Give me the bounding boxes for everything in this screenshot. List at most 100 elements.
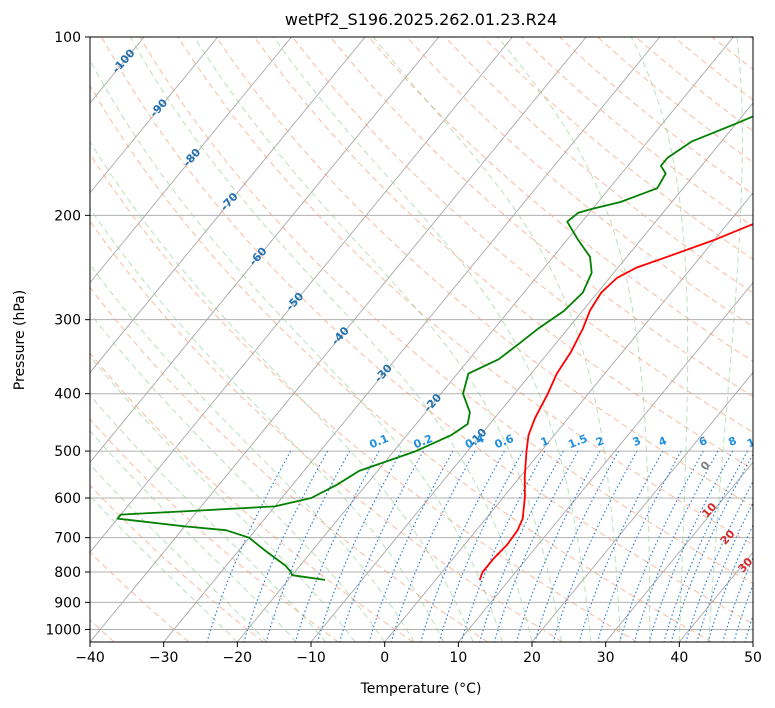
y-tick-label: 600 bbox=[54, 491, 81, 507]
x-tick-label: −10 bbox=[296, 650, 326, 666]
isotherm-line bbox=[0, 37, 70, 642]
mixing-ratio-line bbox=[420, 450, 505, 642]
y-axis: 100 200 300 400 500 600 700 800 900 1000 bbox=[45, 30, 90, 638]
dry-adiabat-line bbox=[90, 418, 339, 642]
plot-frame bbox=[89, 36, 754, 643]
y-tick-label: 1000 bbox=[45, 622, 81, 638]
profile-series bbox=[116, 115, 753, 581]
mixing-ratio-line bbox=[619, 450, 704, 642]
mixing-ratio-line bbox=[670, 453, 753, 642]
isotherm-line bbox=[531, 371, 753, 642]
dry-adiabat-line bbox=[90, 220, 563, 642]
mixing-ratio-line bbox=[633, 450, 719, 642]
moist-adiabat-line bbox=[90, 495, 238, 642]
x-tick-label: 10 bbox=[449, 650, 467, 666]
profile-line-1 bbox=[478, 223, 753, 581]
x-tick-label: −20 bbox=[223, 650, 253, 666]
dry-adiabat-label: -80 bbox=[180, 146, 203, 170]
isotherm-line bbox=[90, 37, 292, 284]
mixing-ratio-label: 1.5 bbox=[566, 432, 589, 451]
dry-adiabat-line bbox=[90, 551, 190, 642]
mixing-ratio-line bbox=[648, 450, 734, 642]
mixing-ratio-line bbox=[696, 501, 753, 642]
isotherm-line bbox=[163, 37, 661, 642]
mixing-ratio-line bbox=[760, 451, 775, 642]
dry-adiabat-line bbox=[330, 37, 753, 398]
dry-adiabat-line bbox=[292, 37, 753, 433]
moist-adiabat-label: 20 bbox=[718, 527, 738, 547]
x-axis: −40 −30 −20 −10 0 10 20 30 40 50 bbox=[75, 642, 762, 666]
plot-area: -100-90-80-70-60-50-40-30-20-100.1 0.2 0.4… bbox=[0, 37, 775, 642]
mixing-ratio-line bbox=[722, 556, 753, 642]
mixing-ratio-line bbox=[265, 450, 351, 642]
mixing-ratio-label: 4 bbox=[657, 434, 669, 449]
moist-adiabat-line bbox=[90, 207, 445, 642]
dry-adiabat-line bbox=[90, 84, 712, 642]
mixing-ratio-label: 2 bbox=[594, 434, 606, 449]
mixing-ratio-line bbox=[578, 450, 664, 642]
mixing-ratio-line bbox=[685, 480, 753, 642]
x-tick-label: −40 bbox=[75, 650, 105, 666]
isotherm-line bbox=[457, 281, 753, 642]
moist-adiabat-line bbox=[630, 37, 689, 642]
isopleth-labels: -100-90-80-70-60-50-40-30-20-100.1 0.2 0.4… bbox=[110, 46, 775, 606]
mixing-ratio-line bbox=[707, 524, 753, 642]
mixing-ratio-line bbox=[663, 450, 748, 642]
moist-adiabat-label: 10 bbox=[699, 500, 719, 520]
y-tick-label: 100 bbox=[54, 30, 81, 46]
x-tick-label: 30 bbox=[597, 650, 615, 666]
dry-adiabat-line bbox=[90, 484, 264, 642]
moist-adiabat-label: 40 bbox=[750, 586, 770, 606]
moist-adiabats bbox=[90, 37, 743, 642]
dry-adiabat-label: -60 bbox=[247, 245, 270, 269]
moist-adiabat-line bbox=[193, 37, 562, 642]
mixing-ratio-line bbox=[339, 450, 424, 642]
mixing-ratio-lines bbox=[206, 450, 775, 642]
dry-adiabats bbox=[90, 37, 753, 642]
isotherm-line bbox=[310, 102, 753, 642]
mixing-ratio-line bbox=[243, 450, 329, 642]
dry-adiabat-line bbox=[215, 37, 753, 507]
mixing-ratio-line bbox=[744, 613, 753, 642]
moist-adiabat-line bbox=[90, 59, 503, 642]
x-tick-label: 50 bbox=[744, 650, 762, 666]
isotherm-line bbox=[90, 37, 513, 553]
isotherm-line bbox=[90, 37, 366, 374]
dry-adiabat-line bbox=[368, 37, 753, 362]
y-tick-label: 400 bbox=[54, 387, 81, 403]
moist-adiabat-line bbox=[273, 37, 592, 642]
y-tick-label: 800 bbox=[54, 565, 81, 581]
mixing-ratio-label: 0.6 bbox=[493, 432, 516, 451]
dry-adiabat-label: -50 bbox=[283, 290, 306, 314]
isotherm-line bbox=[236, 37, 734, 642]
mixing-ratio-line bbox=[460, 450, 546, 642]
isobar-grid bbox=[90, 37, 753, 630]
dry-adiabat-line bbox=[90, 352, 414, 642]
isotherm-line bbox=[90, 37, 440, 464]
mixing-ratio-line bbox=[317, 450, 402, 642]
y-tick-label: 900 bbox=[54, 595, 81, 611]
moist-adiabat-line bbox=[90, 263, 415, 642]
moist-adiabat-line bbox=[708, 37, 743, 642]
mixing-ratio-line bbox=[438, 450, 524, 642]
moist-adiabat-line bbox=[497, 37, 651, 642]
isotherm-line bbox=[90, 37, 219, 194]
x-tick-label: 0 bbox=[380, 650, 389, 666]
isotherm-line bbox=[384, 192, 753, 642]
dry-adiabat-label: -20 bbox=[421, 391, 444, 415]
x-tick-label: 20 bbox=[523, 650, 541, 666]
mixing-ratio-line bbox=[733, 583, 753, 642]
moist-adiabat-line bbox=[90, 312, 386, 642]
mixing-ratio-label: 13 bbox=[771, 433, 775, 451]
mixing-ratio-label: 10 bbox=[745, 433, 764, 451]
mixing-ratio-line bbox=[534, 450, 620, 642]
profile-line-2 bbox=[116, 115, 753, 581]
dry-adiabat-line bbox=[635, 37, 753, 132]
isotherm-line bbox=[752, 641, 753, 642]
moist-adiabat-line bbox=[129, 37, 533, 642]
x-tick-label: 40 bbox=[670, 650, 688, 666]
mixing-ratio-label: 0.1 bbox=[367, 432, 390, 451]
y-tick-label: 300 bbox=[54, 313, 81, 329]
dry-adiabat-line bbox=[749, 37, 753, 40]
